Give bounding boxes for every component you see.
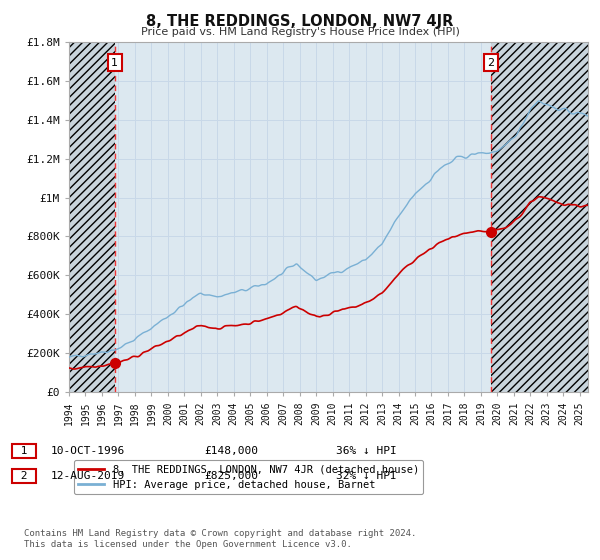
Legend: 8, THE REDDINGS, LONDON, NW7 4JR (detached house), HPI: Average price, detached : 8, THE REDDINGS, LONDON, NW7 4JR (detach… [74,460,423,494]
Text: 36% ↓ HPI: 36% ↓ HPI [336,446,397,456]
Text: 32% ↓ HPI: 32% ↓ HPI [336,471,397,481]
Bar [491,42,588,392]
Text: 2: 2 [14,471,34,481]
Text: 1: 1 [14,446,34,456]
Text: Price paid vs. HM Land Registry's House Price Index (HPI): Price paid vs. HM Land Registry's House … [140,27,460,37]
Text: Contains HM Land Registry data © Crown copyright and database right 2024.
This d: Contains HM Land Registry data © Crown c… [24,529,416,549]
Text: £148,000: £148,000 [204,446,258,456]
Text: 12-AUG-2019: 12-AUG-2019 [51,471,125,481]
Text: 2: 2 [488,58,494,68]
Text: 8, THE REDDINGS, LONDON, NW7 4JR: 8, THE REDDINGS, LONDON, NW7 4JR [146,14,454,29]
Text: 10-OCT-1996: 10-OCT-1996 [51,446,125,456]
Bar [69,42,115,392]
Text: £825,000: £825,000 [204,471,258,481]
Text: 1: 1 [112,58,118,68]
